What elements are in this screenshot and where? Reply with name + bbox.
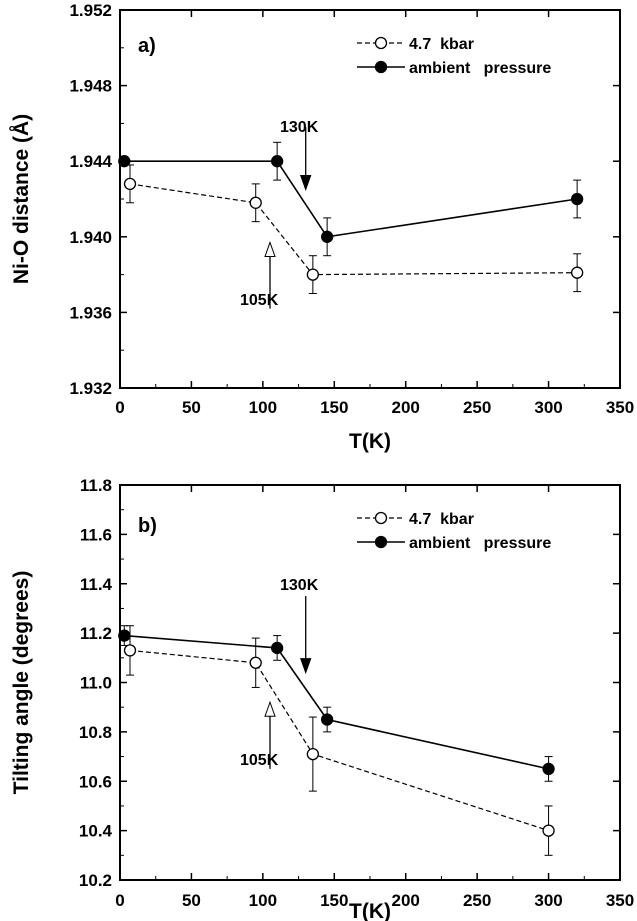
y-tick-label: 1.948 (69, 77, 112, 96)
legend-label: ambient pressure (409, 535, 551, 552)
series-line-kbar (129, 649, 549, 832)
data-point-kbar (123, 177, 137, 191)
x-tick-label: 200 (392, 891, 420, 910)
series-line-ambient (124, 634, 549, 770)
y-tick-label: 10.6 (79, 772, 112, 791)
x-tick-label: 300 (534, 891, 562, 910)
annotation-label: 130K (280, 119, 319, 136)
chart-panel-a: 0 50 100 150 200 250 300 350 1.932 1.936 1.940 1.94… (9, 1, 634, 453)
y-tick-label: 11.8 (80, 476, 112, 495)
panel-label: a) (138, 35, 156, 57)
annotation-label: 105K (240, 752, 279, 769)
data-point-kbar (306, 268, 320, 281)
legend-marker (374, 511, 388, 525)
panel-label: b) (138, 515, 157, 537)
y-tick-label: 10.8 (79, 723, 112, 742)
y-tick-label: 10.2 (79, 871, 112, 890)
annotation-label: 105K (240, 292, 279, 309)
legend-label: 4.7 kbar (409, 36, 474, 53)
y-axis-title: Tilting angle (degrees) (10, 571, 33, 795)
y-tick-label: 11.6 (80, 525, 112, 544)
y-tick-label: 1.952 (69, 1, 112, 20)
y-tick-label: 1.932 (69, 379, 112, 398)
legend-marker (374, 36, 388, 50)
series-line-kbar (129, 183, 578, 276)
y-tick-label: 11.4 (80, 575, 113, 594)
x-tick-label: 150 (320, 398, 348, 417)
y-axis-title: Ni-O distance (Å) (9, 114, 33, 284)
data-point-ambient (118, 155, 131, 168)
legend-marker (374, 60, 388, 74)
annotation-arrow-head (264, 240, 276, 257)
y-tick-label: 11.0 (80, 674, 112, 693)
y-tick-label: 1.936 (69, 303, 112, 322)
data-point-ambient (542, 762, 555, 776)
annotation-arrow-head (300, 658, 312, 675)
data-point-ambient (320, 713, 334, 726)
chart-panel-b: 0 50 100 150 200 250 300 350 10.2 10.4 10.6 10.8 11.… (10, 476, 634, 921)
data-point-kbar (570, 266, 584, 279)
x-tick-label: 100 (249, 398, 277, 417)
data-point-ambient (270, 155, 284, 168)
x-tick-label: 200 (392, 398, 420, 417)
x-axis-title: T(K) (349, 430, 391, 453)
x-tick-label: 50 (182, 398, 201, 417)
x-tick-label: 150 (320, 891, 348, 910)
data-point-kbar (123, 644, 137, 657)
x-tick-label: 100 (249, 891, 277, 910)
data-point-kbar (542, 824, 555, 837)
y-tick-label: 11.2 (80, 624, 112, 643)
x-tick-label: 0 (115, 891, 124, 910)
data-point-ambient (320, 230, 334, 243)
data-point-kbar (249, 656, 262, 669)
x-tick-label: 350 (606, 398, 634, 417)
x-tick-label: 50 (182, 891, 201, 910)
data-point-ambient (570, 192, 584, 206)
data-point-kbar (249, 196, 262, 209)
x-axis-title: T(K) (349, 900, 391, 921)
series-line-ambient (124, 160, 578, 238)
y-tick-label: 1.940 (69, 228, 112, 247)
x-tick-label: 300 (534, 398, 562, 417)
annotation-arrow-head (300, 175, 312, 192)
x-tick-label: 250 (463, 891, 491, 910)
annotation-arrow-head (264, 700, 276, 717)
data-point-ambient (270, 641, 284, 655)
x-tick-label: 0 (115, 398, 124, 417)
data-point-kbar (306, 747, 320, 761)
data-point-ambient (118, 629, 131, 642)
legend-marker (374, 535, 388, 549)
x-tick-label: 350 (606, 891, 634, 910)
annotation-label: 130K (280, 577, 319, 594)
x-tick-label: 250 (463, 398, 491, 417)
legend-label: ambient pressure (409, 60, 551, 77)
y-tick-label: 1.944 (69, 152, 112, 171)
legend-label: 4.7 kbar (409, 511, 474, 528)
y-tick-label: 10.4 (79, 822, 113, 841)
